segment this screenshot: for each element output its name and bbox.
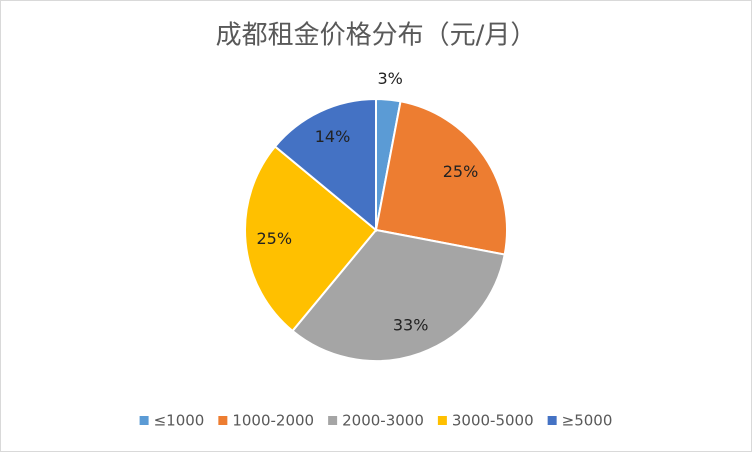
data-label: 33% (393, 316, 429, 335)
legend-swatch (218, 416, 228, 425)
legend-swatch (437, 416, 447, 425)
data-label: 25% (443, 162, 479, 181)
pie: 3% 25% 33% 25% 14% (244, 69, 508, 362)
legend-label: 3000-5000 (452, 412, 534, 430)
legend-swatch (139, 416, 149, 425)
pie-slice (374, 100, 508, 256)
pie-slice (273, 97, 377, 233)
legend-label: 2000-3000 (342, 412, 424, 430)
legend-item: ≥5000 (547, 412, 613, 430)
chart-title: 成都租金价格分布（元/月） (216, 21, 537, 51)
data-label: 3% (378, 69, 403, 88)
legend: ≤1000 1000-2000 2000-3000 3000-5000 ≥5000 (139, 412, 613, 430)
legend-label: 1000-2000 (232, 412, 314, 430)
legend-label: ≥5000 (562, 412, 613, 430)
legend-swatch (328, 416, 338, 425)
legend-label: ≤1000 (154, 412, 205, 430)
legend-item: 2000-3000 (328, 412, 424, 430)
legend-item: 1000-2000 (218, 412, 314, 430)
pie-slice (244, 145, 378, 333)
pie-slice (291, 228, 506, 362)
data-label: 25% (256, 229, 292, 248)
data-label: 14% (315, 127, 351, 146)
legend-swatch (547, 416, 557, 425)
legend-item: ≤1000 (139, 412, 205, 430)
legend-item: 3000-5000 (437, 412, 534, 430)
